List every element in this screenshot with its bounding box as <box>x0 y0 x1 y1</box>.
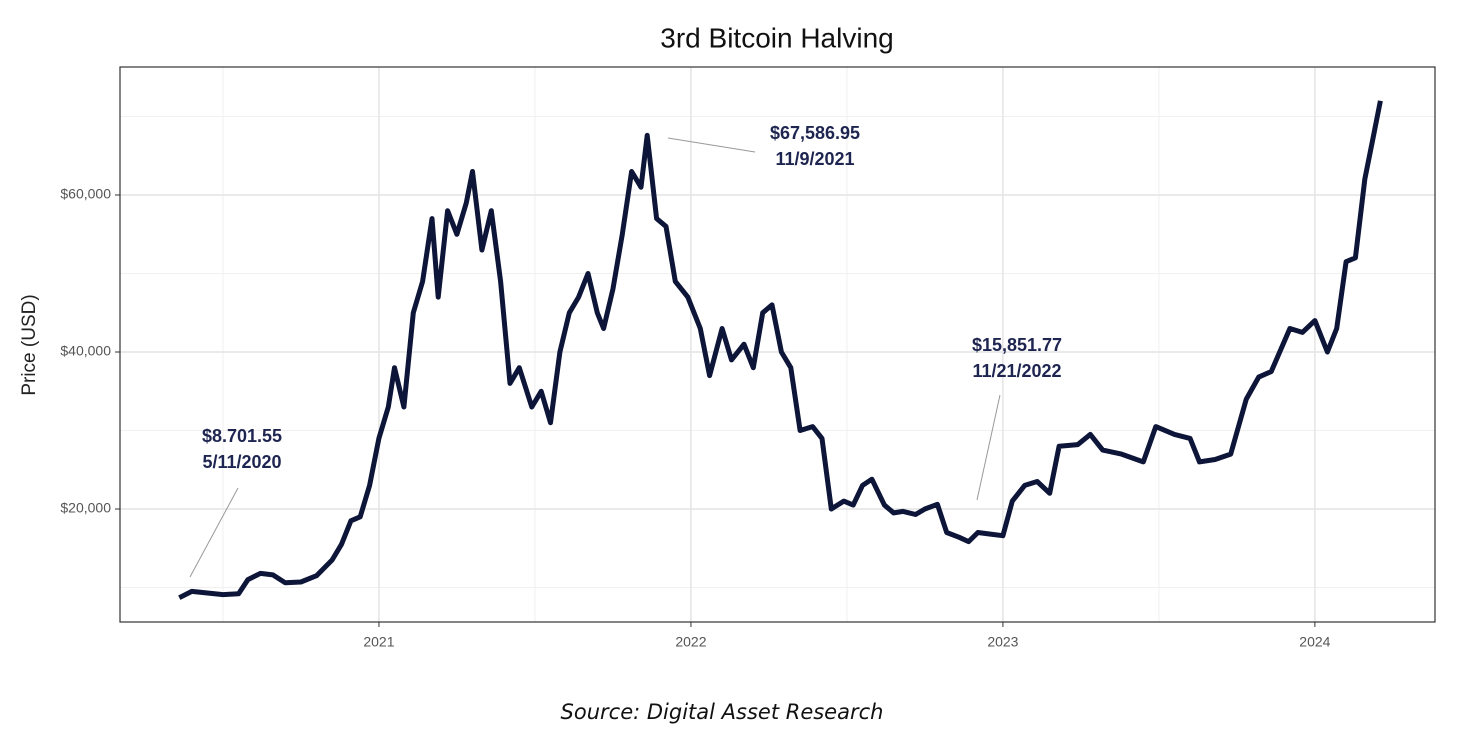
annotation-connector <box>189 487 239 578</box>
annotation-date: 11/9/2021 <box>775 149 854 169</box>
annotation-connector <box>667 137 756 153</box>
y-tick-label: $60,000 <box>60 186 111 202</box>
annotation-date: 5/11/2020 <box>202 452 281 472</box>
annotation-value: $15,851.77 <box>972 335 1062 355</box>
price-line <box>178 100 1383 600</box>
y-tick-label: $20,000 <box>60 500 111 516</box>
x-tick-label: 2022 <box>675 634 706 650</box>
x-tick-label: 2024 <box>1299 634 1330 650</box>
y-axis-label: Price (USD) <box>19 294 40 395</box>
y-tick-label: $40,000 <box>60 343 111 359</box>
chart: 3rd Bitcoin Halving Price (USD) $20,000 $… <box>19 22 1436 650</box>
annotation-date: 11/21/2022 <box>972 361 1061 381</box>
x-tick-label: 2021 <box>363 634 394 650</box>
plot-frame <box>119 66 1436 623</box>
annotation-value: $8.701.55 <box>202 426 282 446</box>
x-tick-label: 2023 <box>987 634 1018 650</box>
chart-title: 3rd Bitcoin Halving <box>660 22 893 53</box>
annotation-connector <box>976 394 1001 501</box>
annotation-value: $67,586.95 <box>770 123 860 143</box>
source-note: Source: Digital Asset Research <box>560 700 884 724</box>
